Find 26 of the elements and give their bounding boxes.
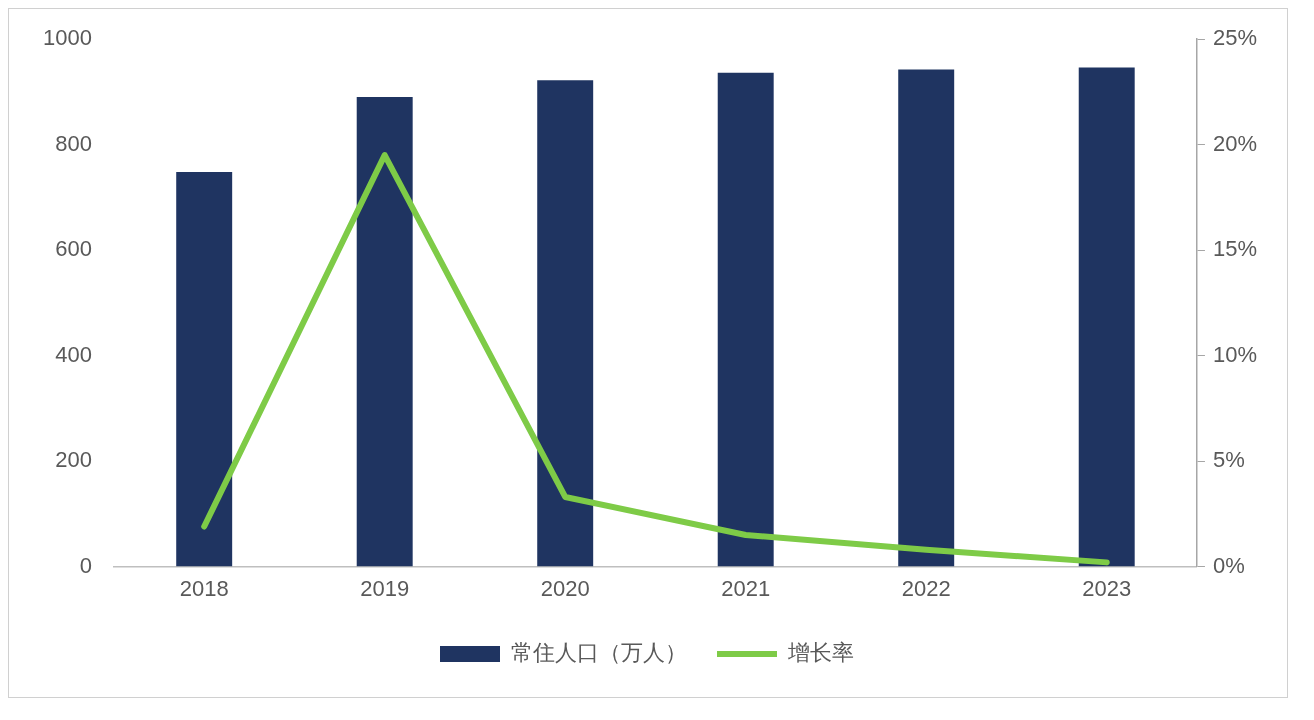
x-tick-label: 2021 (721, 575, 771, 601)
x-tick-label: 2019 (360, 575, 410, 601)
y2-tick-label: 25% (1212, 25, 1258, 51)
y2-tick-label: 15% (1212, 236, 1258, 262)
y2-tick-label: 10% (1212, 341, 1258, 367)
bar (537, 80, 594, 567)
legend-label: 增长率 (787, 640, 854, 666)
y-tick-label: 200 (55, 447, 92, 473)
x-tick-label: 2022 (901, 575, 951, 601)
bar (898, 69, 955, 567)
y-tick-label: 800 (55, 130, 92, 156)
x-tick-label: 2018 (179, 575, 229, 601)
x-tick-label: 2020 (540, 575, 590, 601)
bar (717, 72, 774, 567)
y-tick-label: 1000 (42, 25, 92, 51)
y2-tick-label: 20% (1212, 130, 1258, 156)
y2-tick-label: 0% (1212, 552, 1245, 578)
bar (176, 171, 233, 567)
legend-label: 常住人口（万人） (511, 640, 687, 666)
bar (356, 97, 413, 567)
y-tick-label: 400 (55, 341, 92, 367)
y-tick-label: 0 (79, 552, 92, 578)
y2-tick-label: 5% (1212, 447, 1245, 473)
bar (1078, 67, 1135, 567)
y-tick-label: 600 (55, 236, 92, 262)
x-tick-label: 2023 (1082, 575, 1132, 601)
